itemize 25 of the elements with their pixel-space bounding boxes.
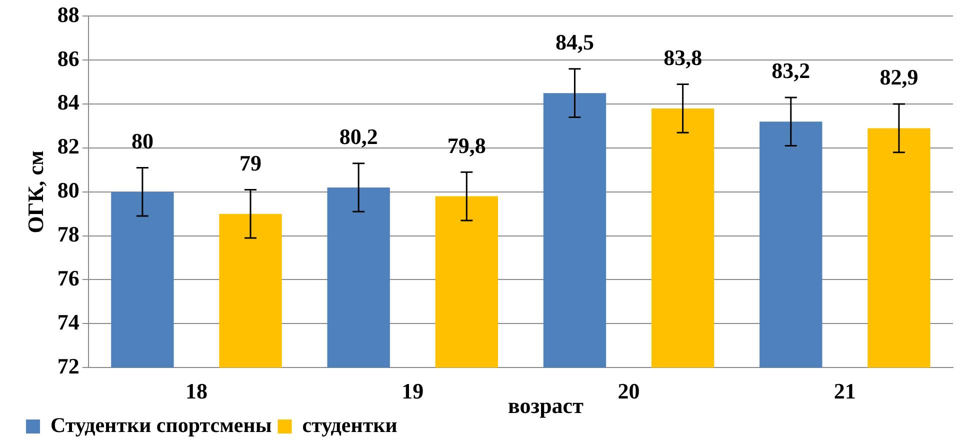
y-tick-label: 82 bbox=[57, 134, 80, 159]
x-tick-label: 19 bbox=[402, 378, 424, 404]
x-tick-label: 21 bbox=[834, 378, 856, 404]
legend-label: Студентки спортсмены bbox=[50, 412, 272, 437]
data-label: 83,2 bbox=[772, 58, 810, 84]
y-tick-label: 80 bbox=[57, 178, 80, 203]
y-tick-label: 76 bbox=[57, 265, 80, 290]
y-tick-label: 86 bbox=[57, 46, 80, 71]
x-tick-label: 18 bbox=[185, 378, 208, 404]
y-tick-label: 74 bbox=[57, 309, 80, 334]
y-tick-label: 72 bbox=[57, 353, 80, 378]
x-axis-title: возраст bbox=[508, 393, 584, 419]
legend-label: студентки bbox=[302, 412, 398, 437]
data-label: 80 bbox=[131, 128, 154, 154]
data-label: 80,2 bbox=[339, 124, 378, 150]
data-label: 82,9 bbox=[880, 64, 918, 90]
data-label: 79 bbox=[240, 150, 262, 176]
y-tick-label: 78 bbox=[57, 222, 80, 247]
data-label: 79,8 bbox=[447, 132, 486, 158]
x-tick-label: 20 bbox=[618, 378, 640, 404]
y-axis-title: ОГК, см bbox=[22, 150, 48, 234]
data-label: 83,8 bbox=[664, 44, 702, 70]
y-tick-label: 88 bbox=[57, 2, 80, 27]
y-tick-label: 84 bbox=[57, 90, 80, 115]
data-label: 84,5 bbox=[555, 30, 594, 55]
